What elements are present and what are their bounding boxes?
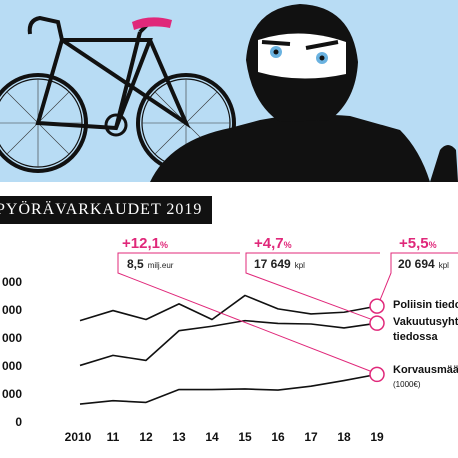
y-tick-label: 20 000 [0,303,22,317]
x-tick-label: 16 [271,430,285,444]
series-label-sub: (1000€) [393,380,421,389]
series-label-compensation: Korvausmäärä (1000€) [393,364,458,389]
endpoint-marker-2 [369,315,385,331]
series-label-line2: tiedossa [393,331,439,343]
x-axis-tick-labels: 2010 11 12 13 14 15 16 17 18 19 [65,430,384,444]
x-tick-label: 2010 [65,430,92,444]
illustration-svg [0,4,458,182]
svg-text:+4,7%: +4,7% [254,235,292,252]
series-label-insurance: Vakuutusyhtiöiden tiedossa [393,316,458,343]
y-tick-label: 25 000 [0,275,22,289]
callout-unit: kpl [439,261,449,270]
series-label-line1: Korvausmäärä [393,364,458,376]
y-tick-label: 10 000 [0,359,22,373]
callout-pct-sign: + [122,235,131,252]
connector-callout-3 [379,252,395,301]
series-line-1 [79,294,378,322]
y-tick-label: 0 [15,415,22,429]
x-tick-label: 18 [337,430,351,444]
callout-connectors [117,252,458,383]
x-tick-label: 14 [205,430,219,444]
endpoint-marker-3 [369,366,385,383]
svg-text:+5,5%: +5,5% [399,235,437,252]
series-label-line1: Poliisin tiedossa [393,299,458,311]
x-tick-label: 12 [139,430,153,444]
bicycle-icon [0,15,236,173]
callout-2: +4,7% 17 649 kpl [254,235,305,271]
x-tick-label: 13 [172,430,186,444]
x-tick-label: 11 [107,430,120,444]
title-band: PYÖRÄVARKAUDET 2019 [0,196,213,224]
header-illustration [0,0,458,182]
series-line-3 [79,373,378,405]
callout-pct-value: 4,7 [263,235,284,252]
series-line-2 [79,319,378,367]
x-tick-label: 17 [304,430,318,444]
series-lines [79,294,378,405]
callout-unit: kpl [295,261,305,270]
series-label-line1: Vakuutusyhtiöiden [393,316,458,328]
callout-value: 20 694 [398,257,435,271]
line-chart: 0 5 000 10 000 15 000 20 000 25 000 2010 11 12 1… [0,235,458,444]
callout-pct-value: 12,1 [131,235,160,252]
x-tick-label: 15 [238,430,252,444]
svg-text:+12,1%: +12,1% [122,235,168,252]
y-tick-label: 5 000 [0,387,22,401]
callout-pct-unit: % [160,240,168,250]
connector-callout-1 [117,252,372,372]
callout-pct-sign: + [399,235,408,252]
series-label-police: Poliisin tiedossa [393,299,458,311]
masked-thief-figure [150,4,458,182]
callout-pct-unit: % [429,240,437,250]
callout-value: 17 649 [254,257,291,271]
connector-callout-2 [245,252,372,320]
y-tick-label: 15 000 [0,331,22,345]
x-tick-label: 19 [370,430,384,444]
endpoint-marker-1 [369,298,385,314]
callout-pct-unit: % [284,240,292,250]
saddle-shape [132,17,172,30]
callout-1: +12,1% 8,5 milj.eur [122,235,174,271]
callout-3: +5,5% 20 694 kpl [398,235,449,271]
chart-title: PYÖRÄVARKAUDET 2019 [0,201,203,218]
callout-pct-sign: + [254,235,263,252]
callout-value: 8,5 [127,257,144,271]
callout-pct-value: 5,5 [408,235,429,252]
callout-unit: milj.eur [148,261,174,270]
y-axis-tick-labels: 0 5 000 10 000 15 000 20 000 25 000 [0,275,22,429]
